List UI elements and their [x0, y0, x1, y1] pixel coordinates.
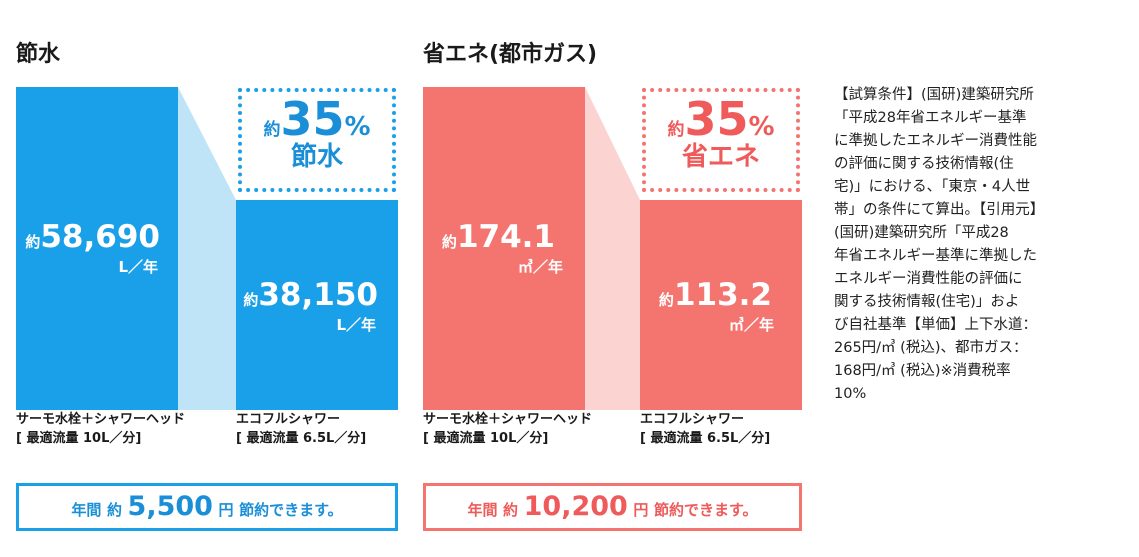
note-line: 年省エネルギー基準に準拠した — [834, 248, 1037, 264]
note-line: 関する技術情報(住宅)」およ — [834, 294, 1020, 310]
water-before-label-line1: サーモ水栓＋シャワーヘッド — [16, 412, 186, 427]
water-annual-unit: 円 — [218, 501, 234, 519]
gas-bar-before — [423, 87, 585, 410]
note-line: (国研)建築研究所「平成28 — [834, 225, 1009, 241]
water-before-label-line2: [ 最適流量 10L／分] — [16, 431, 142, 446]
water-annual-amount: 5,500 — [127, 491, 213, 522]
gas-after-label: エコフルシャワー [ 最適流量 6.5L／分] — [640, 410, 770, 448]
water-saving-word: 節水 — [290, 142, 343, 172]
water-annual-prefix: 約 — [106, 501, 122, 519]
water-saving-badge: 約35% 節水 — [238, 88, 396, 192]
note-line: 宅)」における、「東京・4人世 — [834, 179, 1031, 195]
gas-before-number: 174.1 — [456, 219, 555, 255]
water-annual-saving: 年間 約 5,500 円 節約できます。 — [16, 483, 398, 531]
gas-before-unit: ㎥／年 — [517, 258, 563, 276]
gas-annual-amount: 10,200 — [523, 491, 628, 522]
gas-before-prefix: 約 — [441, 233, 457, 251]
water-after-prefix: 約 — [243, 291, 259, 309]
water-before-prefix: 約 — [25, 233, 41, 251]
gas-after-prefix: 約 — [658, 291, 674, 309]
water-before-number: 58,690 — [40, 219, 160, 255]
gas-after-unit: ㎥／年 — [728, 316, 774, 334]
water-after-label: エコフルシャワー [ 最適流量 6.5L／分] — [236, 410, 366, 448]
water-bar-after — [236, 200, 398, 410]
water-saving-prefix: 約 — [263, 120, 281, 140]
gas-after-label-line1: エコフルシャワー — [640, 412, 745, 427]
note-line: 10% — [834, 386, 867, 402]
gas-after-number: 113.2 — [673, 277, 772, 313]
water-after-unit: L／年 — [336, 316, 376, 334]
note-line: 【試算条件】(国研)建築研究所 — [834, 87, 1034, 103]
water-annual-tail: 節約できます。 — [239, 501, 343, 519]
gas-annual-tail: 節約できます。 — [654, 501, 758, 519]
gas-saving-badge: 約35% 省エネ — [642, 88, 800, 192]
gas-after-value: 約113.2 — [640, 280, 772, 311]
note-line: 168円/㎥ (税込)※消費税率 — [834, 363, 1011, 379]
water-annual-lead: 年間 — [71, 501, 102, 519]
water-bar-before — [16, 87, 178, 410]
note-line: に準拠したエネルギー消費性能 — [834, 133, 1037, 149]
water-saving-percent: 35 — [280, 92, 345, 146]
gas-saving-symbol: % — [748, 112, 775, 142]
water-after-label-line1: エコフルシャワー — [236, 412, 341, 427]
gas-saving-percent: 35 — [684, 92, 749, 146]
gas-annual-saving: 年間 約 10,200 円 節約できます。 — [423, 483, 802, 531]
water-panel-title: 節水 — [16, 42, 61, 67]
gas-before-label: サーモ水栓＋シャワーヘッド [ 最適流量 10L／分] — [423, 410, 592, 448]
note-line: エネルギー消費性能の評価に — [834, 271, 1023, 287]
water-after-value: 約38,150 — [236, 280, 378, 311]
gas-saving-word: 省エネ — [681, 142, 760, 172]
water-before-unit: L／年 — [118, 258, 158, 276]
gas-annual-prefix: 約 — [503, 501, 519, 519]
water-before-label: サーモ水栓＋シャワーヘッド [ 最適流量 10L／分] — [16, 410, 185, 448]
note-line: の評価に関する技術情報(住 — [834, 156, 1014, 172]
gas-panel-title: 省エネ(都市ガス) — [423, 42, 598, 67]
gas-before-label-line2: [ 最適流量 10L／分] — [423, 431, 549, 446]
gas-annual-lead: 年間 — [467, 501, 498, 519]
gas-annual-unit: 円 — [633, 501, 649, 519]
gas-bar-after — [640, 200, 802, 410]
gas-before-value: 約174.1 — [423, 222, 555, 253]
gas-saving-prefix: 約 — [667, 120, 685, 140]
note-line: 「平成28年省エネルギー基準 — [834, 110, 1027, 126]
note-line: び自社基準【単価】上下水道： — [834, 317, 1037, 333]
gas-after-label-line2: [ 最適流量 6.5L／分] — [640, 431, 771, 446]
water-saving-symbol: % — [344, 112, 371, 142]
calculation-notes: 【試算条件】(国研)建築研究所 「平成28年省エネルギー基準 に準拠したエネルギ… — [834, 84, 1130, 406]
water-after-label-line2: [ 最適流量 6.5L／分] — [236, 431, 367, 446]
note-line: 265円/㎥ (税込)、都市ガス： — [834, 340, 1028, 356]
note-line: 帯」の条件にて算出。【引用元】 — [834, 202, 1045, 218]
water-after-number: 38,150 — [258, 277, 378, 313]
gas-before-label-line1: サーモ水栓＋シャワーヘッド — [423, 412, 593, 427]
water-before-value: 約58,690 — [16, 222, 160, 253]
